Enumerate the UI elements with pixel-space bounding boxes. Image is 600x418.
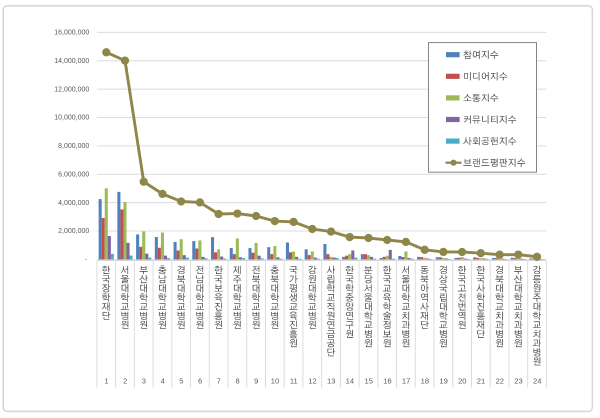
svg-text:16,000,000: 16,000,000 [54, 30, 89, 37]
svg-text:5: 5 [179, 376, 183, 385]
svg-text:15: 15 [364, 376, 372, 385]
svg-text:20: 20 [458, 376, 466, 385]
svg-text:10,000,000: 10,000,000 [54, 115, 89, 122]
svg-text:9: 9 [254, 376, 258, 385]
svg-text:8: 8 [235, 376, 239, 385]
svg-text:19: 19 [439, 376, 447, 385]
svg-text:6: 6 [198, 376, 202, 385]
svg-text:13: 13 [327, 376, 335, 385]
svg-text:12: 12 [308, 376, 316, 385]
svg-text:-: - [85, 257, 88, 264]
svg-text:7: 7 [217, 376, 221, 385]
svg-text:6,000,000: 6,000,000 [58, 172, 89, 179]
svg-text:16: 16 [383, 376, 391, 385]
svg-text:18: 18 [421, 376, 429, 385]
svg-text:17: 17 [402, 376, 410, 385]
svg-text:12,000,000: 12,000,000 [54, 86, 89, 93]
svg-text:2,000,000: 2,000,000 [58, 228, 89, 235]
svg-text:23: 23 [514, 376, 522, 385]
svg-text:14,000,000: 14,000,000 [54, 58, 89, 65]
svg-text:4,000,000: 4,000,000 [58, 200, 89, 207]
svg-text:11: 11 [290, 376, 298, 385]
svg-text:10: 10 [271, 376, 279, 385]
svg-text:21: 21 [477, 376, 485, 385]
svg-text:22: 22 [496, 376, 504, 385]
svg-text:2: 2 [123, 376, 127, 385]
svg-text:1: 1 [104, 376, 108, 385]
svg-text:8,000,000: 8,000,000 [58, 143, 89, 150]
svg-text:14: 14 [346, 376, 354, 385]
svg-text:4: 4 [161, 376, 165, 385]
svg-text:3: 3 [142, 376, 146, 385]
svg-text:24: 24 [533, 376, 541, 385]
